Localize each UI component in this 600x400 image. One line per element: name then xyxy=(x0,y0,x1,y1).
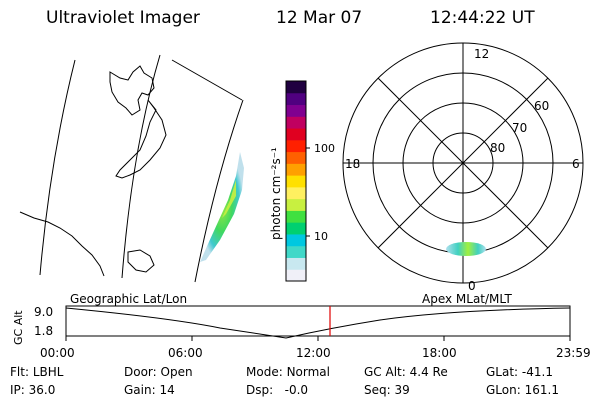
lat-label-70: 70 xyxy=(512,121,527,135)
coastline xyxy=(109,65,155,116)
mlt-label-12: 12 xyxy=(474,47,489,61)
status-glat: GLat: -41.1 xyxy=(486,365,553,379)
colorbar-tick-100: 100 xyxy=(314,142,335,155)
status-flt: Flt: LBHL xyxy=(10,365,64,379)
x-tick-4: 23:59 xyxy=(556,346,591,360)
y-axis-label: GC Alt xyxy=(12,310,25,345)
mlt-label-0: 0 xyxy=(468,279,476,293)
map-grid-line xyxy=(171,59,243,101)
colorbar-band xyxy=(286,139,306,153)
status-dsp: Dsp: -0.0 xyxy=(246,383,309,397)
mlt-label-18: 18 xyxy=(345,157,360,171)
x-tick-0: 00:00 xyxy=(40,346,75,360)
lat-label-60: 60 xyxy=(534,99,549,113)
colorbar-band xyxy=(286,257,306,270)
status-gc-alt: GC Alt: 4.4 Re xyxy=(364,365,448,379)
map-grid-line xyxy=(194,99,244,283)
colorbar-band xyxy=(286,210,306,223)
status-gain: Gain: 14 xyxy=(124,383,175,397)
colorbar-band xyxy=(286,186,306,200)
status-door: Door: Open xyxy=(124,365,193,379)
geographic-map xyxy=(19,54,244,283)
colorbar-band xyxy=(286,116,306,129)
map-grid-line xyxy=(39,59,76,276)
colorbar-band xyxy=(286,222,306,235)
status-ip: IP: 36.0 xyxy=(10,383,56,397)
colorbar-band xyxy=(286,92,306,106)
time-label: 12:44:22 UT xyxy=(430,8,535,28)
status-seq: Seq: 39 xyxy=(364,383,410,397)
colorbar-band xyxy=(286,245,306,258)
timeline-right-label: Apex MLat/MLT xyxy=(422,292,512,306)
lat-label-80: 80 xyxy=(490,141,505,155)
colorbar-band xyxy=(286,151,306,164)
coastline xyxy=(19,211,105,277)
status-mode: Mode: Normal xyxy=(246,365,330,379)
timeline-left-label: Geographic Lat/Lon xyxy=(70,292,187,306)
colorbar-label: photon cm⁻²s⁻¹ xyxy=(269,147,283,240)
timeline-panel: Geographic Lat/Lon Apex MLat/MLT 9.0 1.8… xyxy=(12,292,591,360)
status-glon: GLon: 161.1 xyxy=(486,383,559,397)
x-tick-1: 06:00 xyxy=(168,346,203,360)
coastline xyxy=(127,249,155,273)
colorbar-band xyxy=(286,163,306,176)
colorbar-tick-10: 10 xyxy=(314,230,328,243)
colorbar-band xyxy=(286,81,306,94)
altitude-curve xyxy=(65,307,571,339)
date-label: 12 Mar 07 xyxy=(276,8,363,28)
x-tick-2: 12:00 xyxy=(296,346,331,360)
mlt-label-6: 6 xyxy=(572,157,580,171)
instrument-title: Ultraviolet Imager xyxy=(46,8,200,28)
color-bar: 100 10 photon cm⁻²s⁻¹ xyxy=(269,80,335,282)
colorbar-band xyxy=(286,104,306,117)
colorbar-band xyxy=(286,128,306,141)
map-grid-line xyxy=(121,54,161,279)
colorbar-band xyxy=(286,269,306,282)
y-bottom-label: 1.8 xyxy=(34,324,53,338)
colorbar-band xyxy=(286,233,306,247)
y-top-label: 9.0 xyxy=(34,305,53,319)
colorbar-band xyxy=(286,198,306,211)
coastline xyxy=(115,99,167,179)
colorbar-band xyxy=(286,175,306,188)
polar-plot xyxy=(342,42,584,284)
x-tick-3: 18:00 xyxy=(422,346,457,360)
